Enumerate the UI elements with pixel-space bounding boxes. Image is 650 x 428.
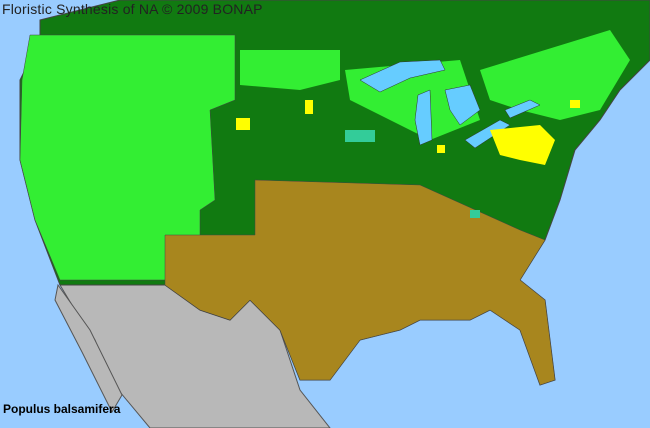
baja-peninsula: [54, 283, 123, 414]
species-label: Populus balsamifera: [3, 402, 121, 416]
teal-patch: [345, 130, 375, 142]
yellow-counties: [236, 100, 580, 165]
yellow-patch: [570, 100, 580, 108]
lake-superior: [359, 59, 446, 93]
teal-patch: [470, 210, 480, 218]
bright-green-north-central: [240, 50, 340, 90]
teal-counties: [345, 130, 480, 218]
lake-ontario: [504, 99, 541, 119]
yellow-patch: [236, 118, 250, 130]
bright-green-northeast: [480, 30, 630, 120]
absent-region-brown: [164, 179, 556, 386]
lake-huron: [444, 84, 481, 126]
lake-erie: [464, 119, 511, 149]
yellow-patch: [437, 145, 445, 153]
yellow-patch: [490, 125, 555, 165]
lake-michigan: [414, 89, 433, 146]
great-lakes: [359, 59, 541, 149]
yellow-patch: [305, 100, 313, 114]
map-title: Floristic Synthesis of NA © 2009 BONAP: [2, 1, 263, 17]
